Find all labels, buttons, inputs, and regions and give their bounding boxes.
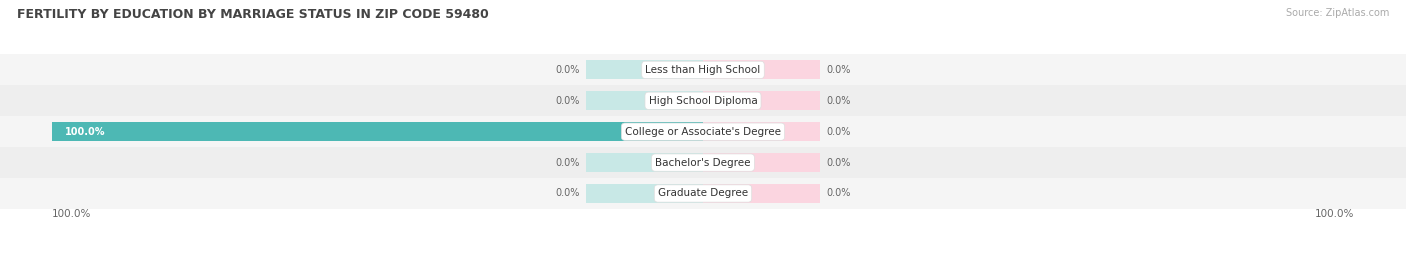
Bar	[586, 153, 703, 172]
Text: 0.0%: 0.0%	[555, 158, 579, 168]
Bar	[52, 122, 703, 141]
Bar	[586, 60, 703, 79]
Bar	[586, 91, 703, 110]
Text: 0.0%: 0.0%	[827, 158, 851, 168]
Text: 0.0%: 0.0%	[555, 65, 579, 75]
Bar	[703, 91, 820, 110]
Text: 100.0%: 100.0%	[52, 209, 91, 219]
Bar	[703, 184, 820, 203]
Text: High School Diploma: High School Diploma	[648, 96, 758, 106]
Bar	[52, 122, 703, 141]
Text: 100.0%: 100.0%	[65, 127, 105, 137]
Text: 0.0%: 0.0%	[827, 127, 851, 137]
Text: Less than High School: Less than High School	[645, 65, 761, 75]
Bar	[0, 178, 1406, 209]
Bar	[586, 184, 703, 203]
Text: FERTILITY BY EDUCATION BY MARRIAGE STATUS IN ZIP CODE 59480: FERTILITY BY EDUCATION BY MARRIAGE STATU…	[17, 8, 489, 21]
Bar	[703, 122, 820, 141]
Bar	[0, 147, 1406, 178]
Text: 100.0%: 100.0%	[1315, 209, 1354, 219]
Bar	[0, 54, 1406, 85]
Bar	[703, 60, 820, 79]
Text: 0.0%: 0.0%	[555, 188, 579, 199]
Text: 0.0%: 0.0%	[555, 96, 579, 106]
Text: 0.0%: 0.0%	[827, 96, 851, 106]
Bar	[703, 153, 820, 172]
Text: College or Associate's Degree: College or Associate's Degree	[626, 127, 780, 137]
Text: 0.0%: 0.0%	[827, 65, 851, 75]
Text: 0.0%: 0.0%	[827, 188, 851, 199]
Text: Bachelor's Degree: Bachelor's Degree	[655, 158, 751, 168]
Bar	[0, 85, 1406, 116]
Bar	[0, 116, 1406, 147]
Text: Source: ZipAtlas.com: Source: ZipAtlas.com	[1285, 8, 1389, 18]
Text: Graduate Degree: Graduate Degree	[658, 188, 748, 199]
